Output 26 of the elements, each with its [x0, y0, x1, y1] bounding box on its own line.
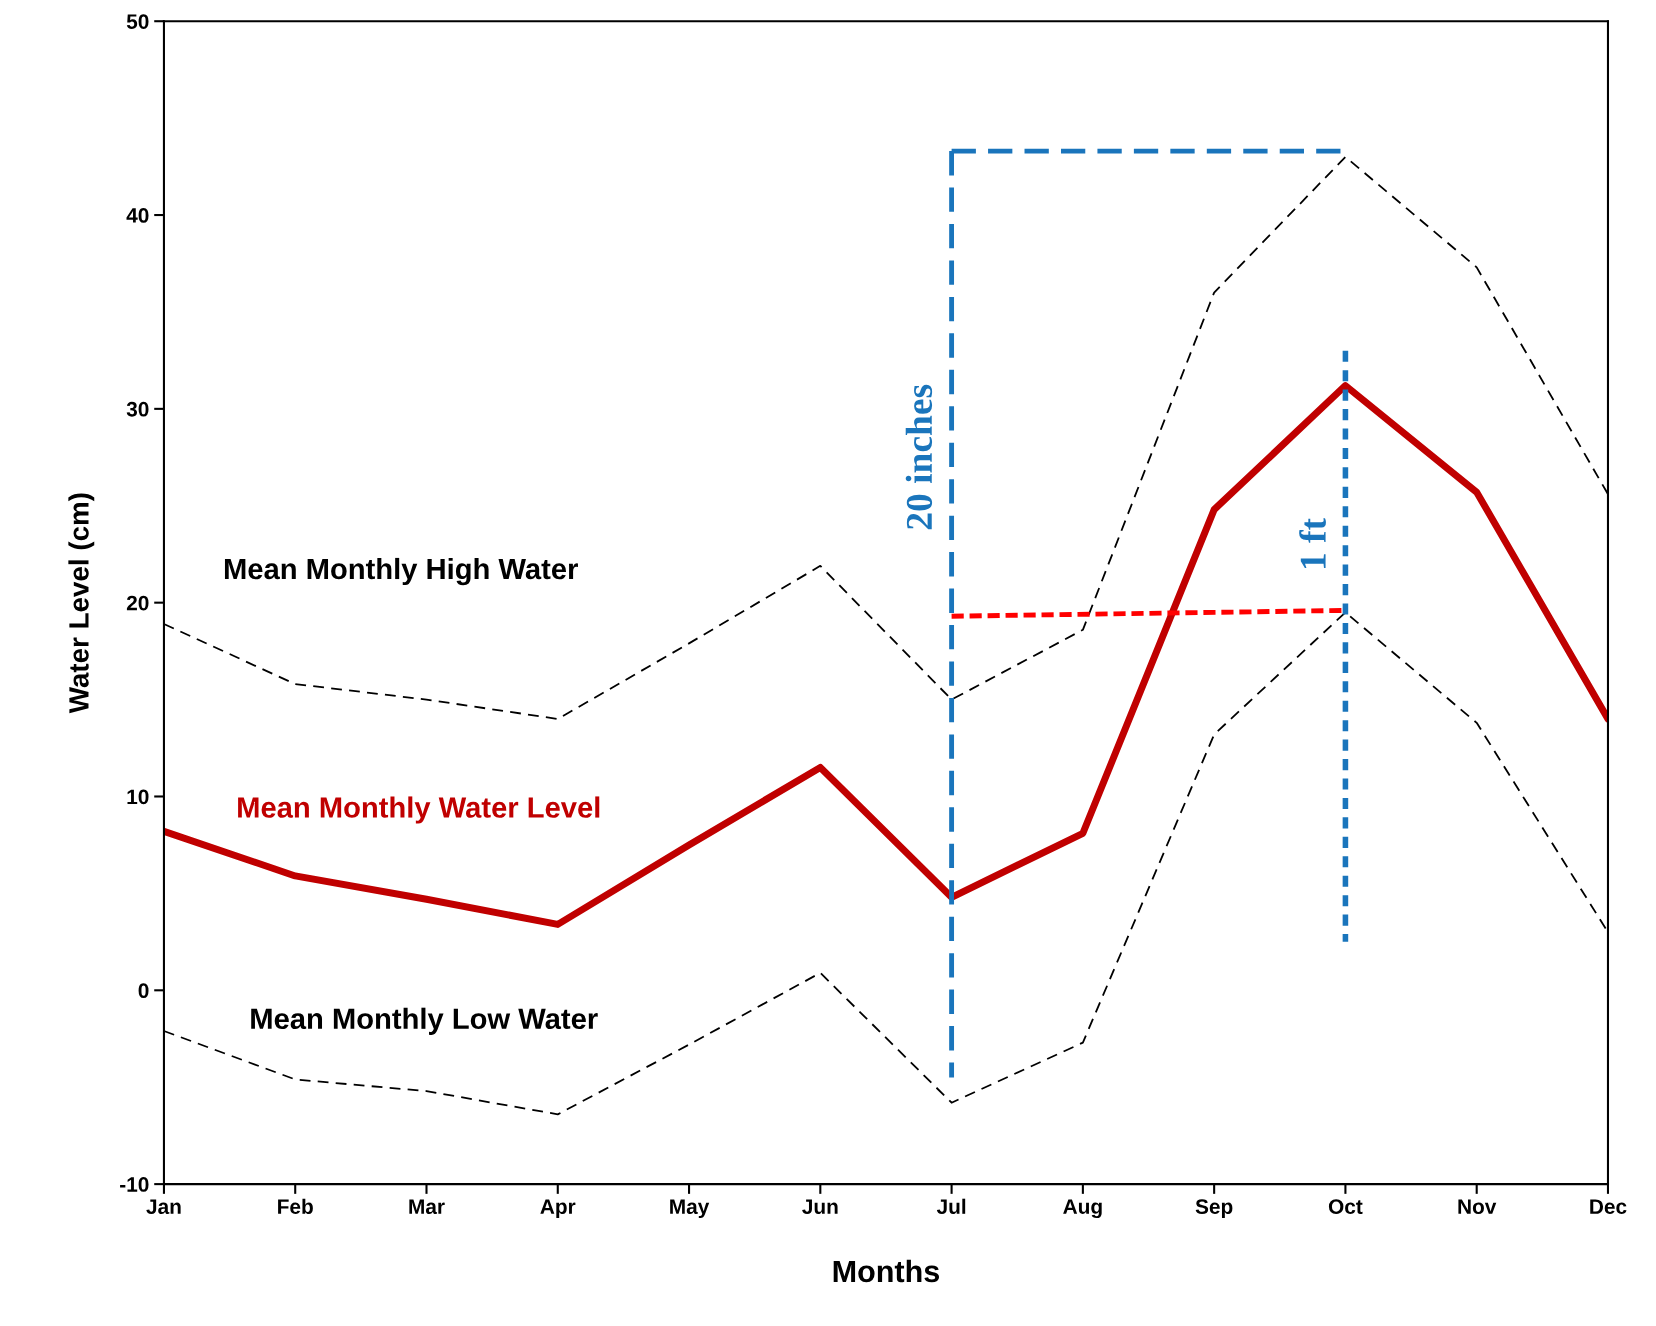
- y-tick-label: 50: [126, 14, 149, 29]
- y-tick-label: 30: [126, 401, 149, 417]
- y-tick-label: 20: [126, 595, 149, 611]
- x-tick-label: Jun: [802, 1199, 838, 1214]
- x-tick-label: Mar: [409, 1199, 445, 1214]
- x-tick-label: Feb: [278, 1198, 313, 1214]
- x-tick-label: Aug: [1063, 1199, 1102, 1219]
- x-tick-label: Oct: [1328, 1199, 1363, 1214]
- x-tick-label: Jul: [936, 1198, 966, 1214]
- y-tick-label: 10: [127, 789, 149, 805]
- x-tick-label: Apr: [540, 1199, 576, 1219]
- series-label: Mean Monthly Low Water: [251, 1007, 598, 1035]
- series-label: Mean Monthly Water Level: [238, 796, 600, 824]
- x-tick-label: Sep: [1195, 1199, 1233, 1219]
- x-axis-title: Months: [833, 1259, 940, 1283]
- annotation: 20 inches: [905, 384, 933, 530]
- y-tick-label: -10: [120, 1177, 149, 1192]
- x-tick-label: Dec: [1590, 1199, 1627, 1214]
- x-tick-label: Jan: [146, 1199, 181, 1214]
- y-tick-label: 40: [126, 208, 149, 223]
- y-tick-label: 0: [138, 983, 149, 999]
- y-axis-title: Water Level (cm): [68, 493, 95, 714]
- text: Mean Monthly High Water: [224, 557, 578, 586]
- annotation: 1 ft: [1299, 518, 1326, 569]
- x-tick-label: May: [670, 1199, 710, 1219]
- x-tick-label: Nov: [1458, 1199, 1497, 1214]
